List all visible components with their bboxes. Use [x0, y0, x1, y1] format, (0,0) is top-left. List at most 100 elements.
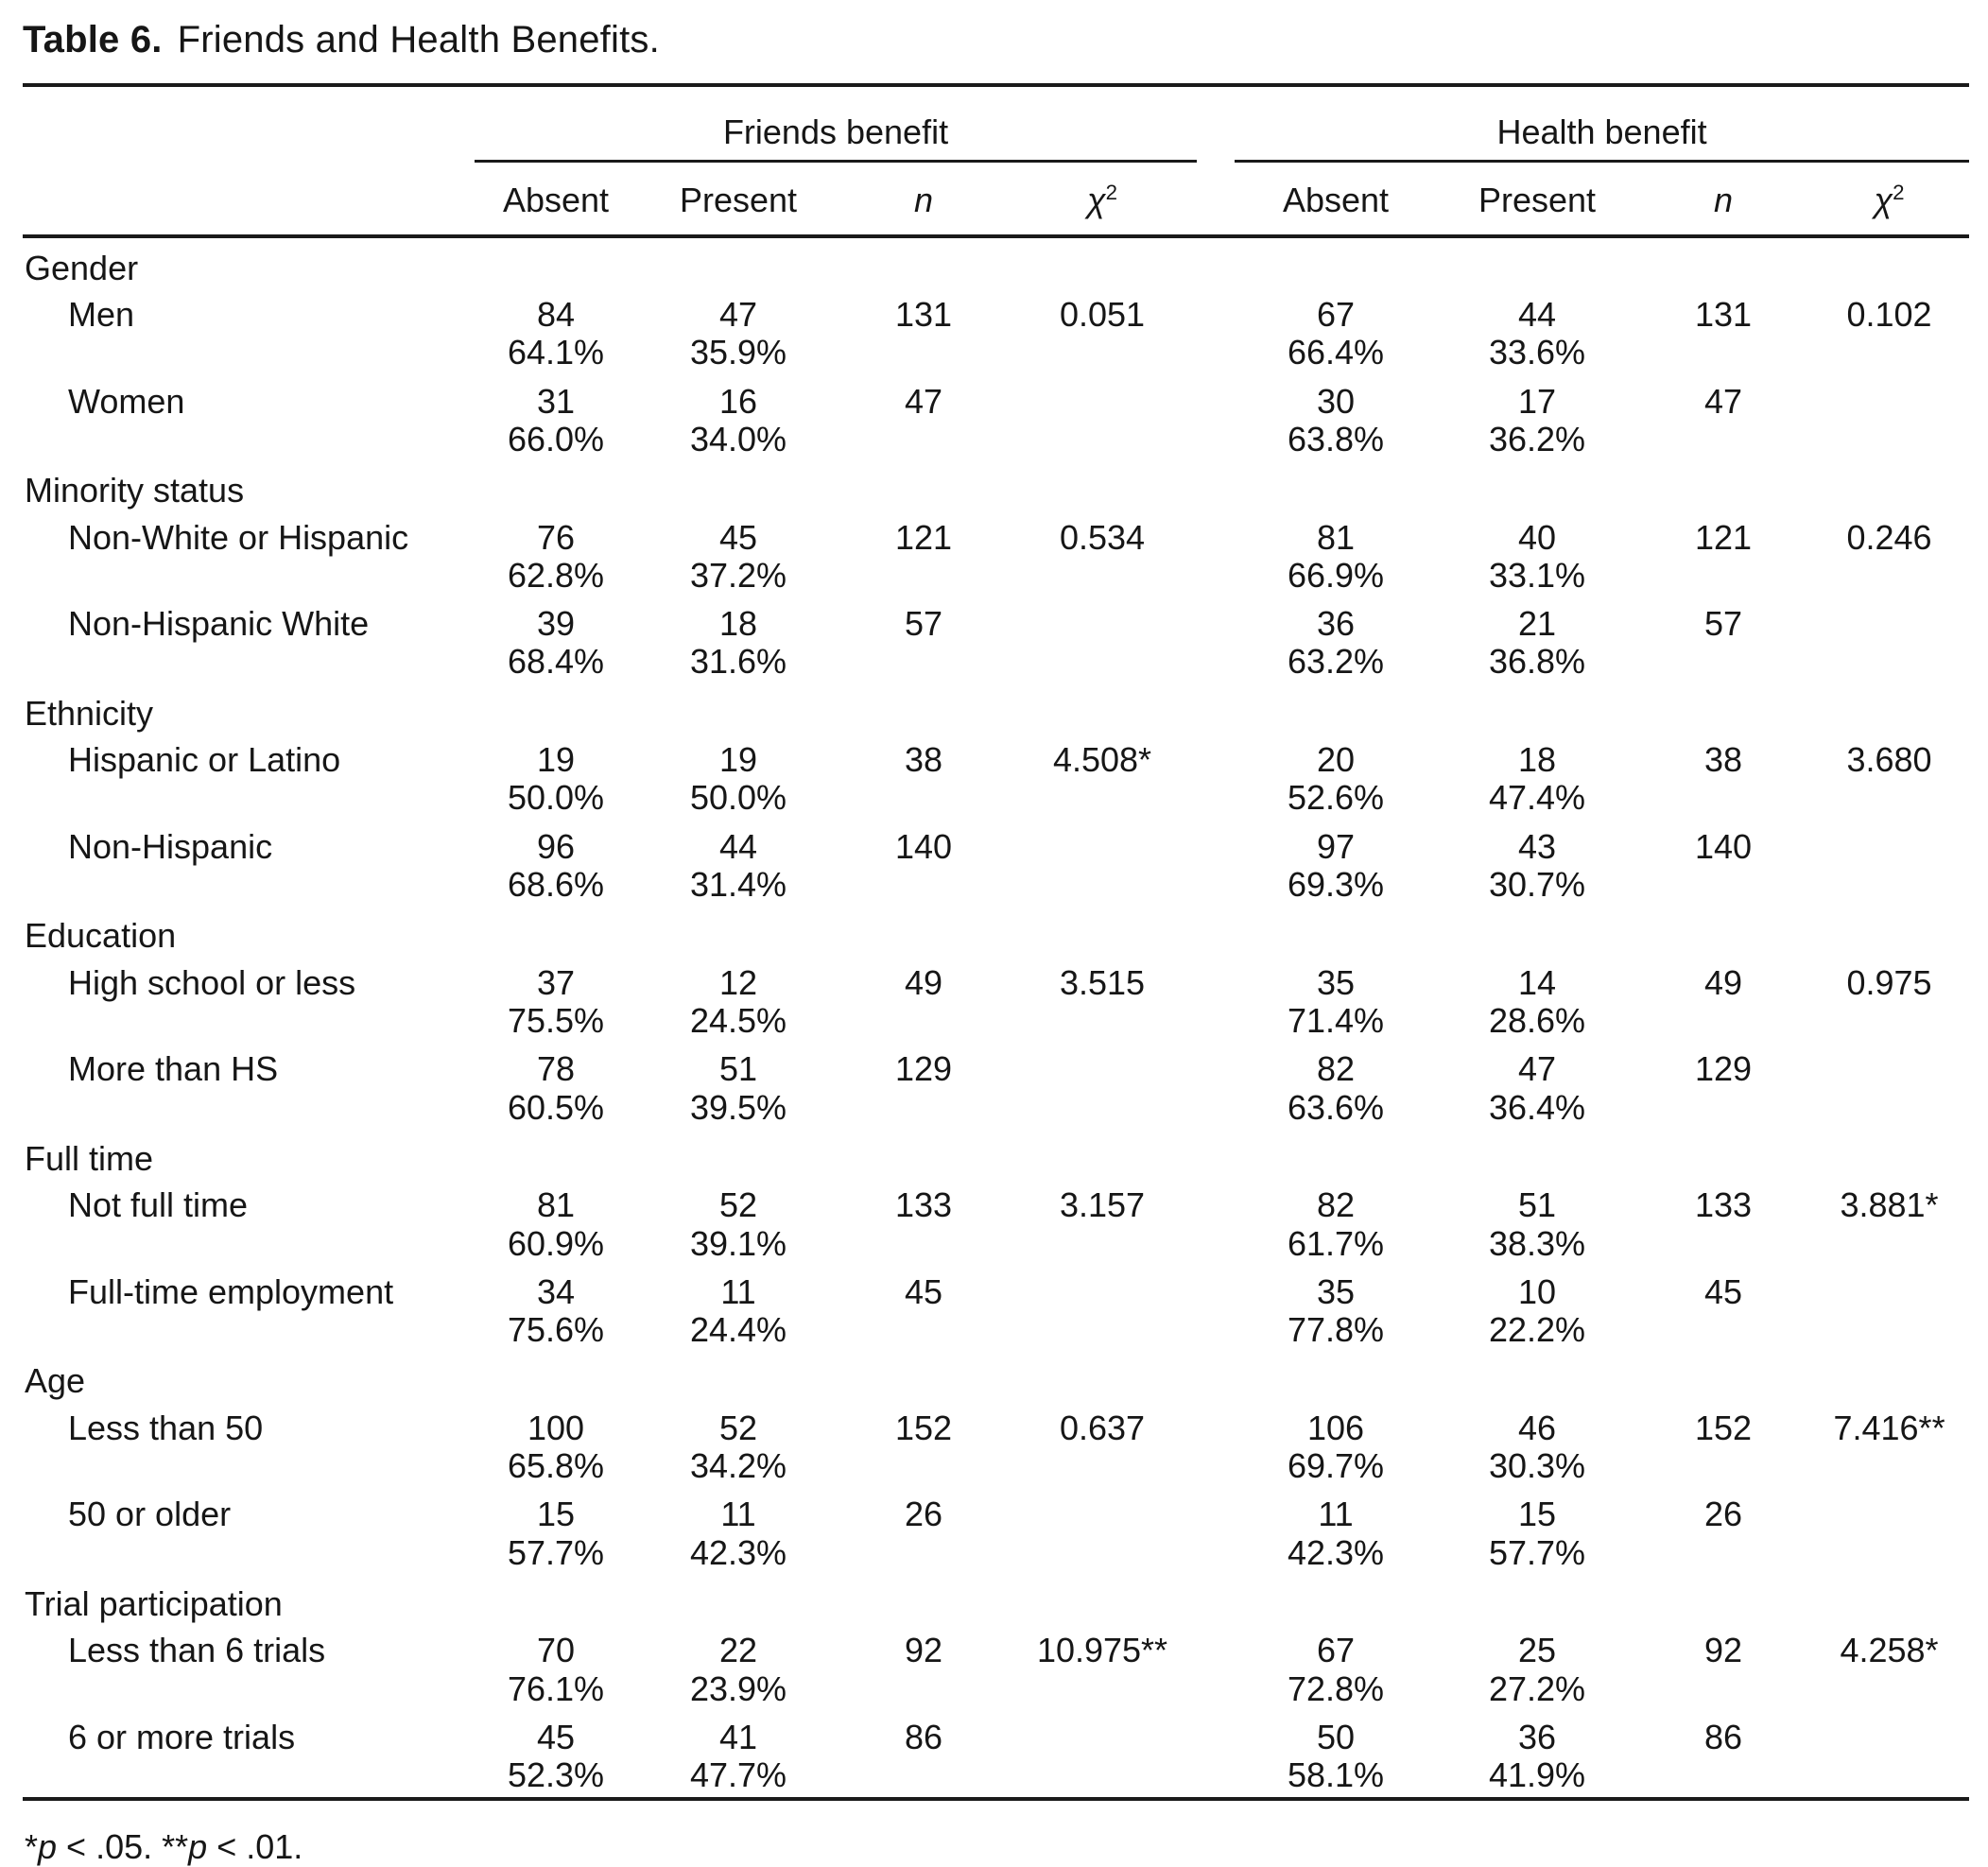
health-chi-empty — [1809, 1311, 1969, 1351]
friends-present-percent: 42.3% — [689, 1532, 787, 1572]
health-chi-empty — [1809, 557, 1969, 596]
spacer — [1197, 643, 1235, 683]
friends-chi-empty — [1008, 1225, 1197, 1265]
friends-absent-percent: 75.6% — [507, 1310, 605, 1350]
row-label: Less than 6 trials — [68, 1631, 326, 1670]
health-chi-empty — [1809, 779, 1969, 819]
health-present-percent: 36.2% — [1488, 419, 1586, 458]
friends-chi-empty — [1008, 421, 1197, 460]
footnote-rest1: < .05. — [57, 1826, 163, 1866]
health-chi-square-value: 0.246 — [1846, 517, 1932, 557]
health-present-percent: 33.1% — [1488, 555, 1586, 595]
spacer — [1197, 1002, 1235, 1042]
data-row: Women 31 16 47 30 17 47 — [23, 374, 1969, 421]
health-absent-percent: 61.7% — [1287, 1223, 1385, 1263]
category-label: Ethnicity — [25, 693, 154, 733]
friends-chi-empty — [1008, 866, 1197, 906]
health-absent-percent: 58.1% — [1287, 1755, 1385, 1795]
friends-chi-square-value: 0.051 — [1059, 294, 1146, 334]
spacer — [1197, 733, 1235, 779]
spacer — [1197, 510, 1235, 557]
category-label: Gender — [25, 248, 139, 287]
health-chi-empty — [1809, 334, 1969, 373]
friends-chi-square-header: χ2 — [1008, 161, 1198, 238]
friends-absent-percent: 75.5% — [507, 1000, 605, 1040]
health-absent-count: 97 — [1316, 826, 1356, 866]
friends-absent-count: 100 — [527, 1408, 585, 1447]
health-absent-percent: 42.3% — [1287, 1532, 1385, 1572]
friends-n-empty — [839, 779, 1008, 819]
friends-chi-empty — [1008, 1670, 1197, 1710]
health-present-count: 17 — [1517, 381, 1557, 421]
health-absent-count: 81 — [1316, 517, 1356, 557]
spacer — [1197, 596, 1235, 643]
percent-row: 52.3% 47.7% 58.1% 41.9% — [23, 1755, 1969, 1798]
health-present-percent: 27.2% — [1488, 1668, 1586, 1708]
spacer — [1197, 1089, 1235, 1129]
friends-absent-count: 39 — [536, 604, 576, 644]
friends-n-empty — [839, 334, 1008, 373]
health-chi-square-value — [1809, 596, 1969, 643]
row-label: Non-White or Hispanic — [68, 517, 409, 557]
health-present-count: 15 — [1517, 1495, 1557, 1534]
row-label-empty — [23, 557, 475, 596]
health-n-empty — [1637, 421, 1809, 460]
friends-present-count: 18 — [718, 604, 758, 644]
friends-n-value: 92 — [904, 1631, 943, 1670]
category-label: Age — [25, 1361, 86, 1401]
friends-n-value: 38 — [904, 740, 943, 780]
friends-absent-count: 15 — [536, 1495, 576, 1534]
health-absent-count: 11 — [1318, 1495, 1354, 1534]
footnote-p2: p — [188, 1826, 208, 1866]
friends-absent-count: 96 — [536, 826, 576, 866]
percent-row: 68.6% 31.4% 69.3% 30.7% — [23, 865, 1969, 906]
health-benefit-group-header: Health benefit — [1235, 85, 1970, 164]
health-absent-header: Absent — [1235, 161, 1438, 238]
row-label: 50 or older — [68, 1495, 232, 1534]
spacer — [1197, 1401, 1235, 1447]
friends-chi-square-value: 10.975** — [1036, 1631, 1168, 1670]
health-present-count: 25 — [1517, 1631, 1557, 1670]
health-present-percent: 30.3% — [1488, 1446, 1586, 1486]
category-label: Education — [25, 916, 177, 956]
health-n-value: 49 — [1703, 962, 1743, 1002]
health-chi-square-value: 3.680 — [1846, 740, 1932, 780]
health-n-empty — [1637, 1311, 1809, 1351]
row-label: Not full time — [68, 1185, 249, 1225]
category-label: Minority status — [25, 471, 245, 510]
health-n-empty — [1637, 1670, 1809, 1710]
health-n-empty — [1637, 779, 1809, 819]
health-absent-percent: 69.3% — [1287, 865, 1385, 904]
health-absent-count: 106 — [1306, 1408, 1365, 1447]
friends-chi-empty — [1008, 1534, 1197, 1574]
health-chi-empty — [1809, 866, 1969, 906]
health-absent-percent: 63.8% — [1287, 419, 1385, 458]
health-absent-percent: 63.6% — [1287, 1087, 1385, 1127]
friends-chi-square-value — [1008, 820, 1197, 866]
spacer — [1197, 866, 1235, 906]
friends-n-empty — [839, 557, 1008, 596]
health-absent-count: 20 — [1316, 740, 1356, 780]
table-number: Table 6. — [23, 19, 163, 61]
row-label-empty — [23, 1089, 475, 1129]
friends-chi-empty — [1008, 1311, 1197, 1351]
percent-row: 62.8% 37.2% 66.9% 33.1% — [23, 555, 1969, 596]
friends-n-value: 121 — [894, 517, 953, 557]
health-absent-percent: 71.4% — [1287, 1000, 1385, 1040]
footnote-p1: p — [38, 1826, 58, 1866]
friends-chi-empty — [1008, 1002, 1197, 1042]
health-present-percent: 36.8% — [1488, 642, 1586, 682]
friends-chi-empty — [1008, 1756, 1197, 1798]
health-n-value: 57 — [1703, 604, 1743, 644]
data-row: Not full time 81 52 133 3.157 82 51 133 3.881* — [23, 1178, 1969, 1224]
health-n-value: 140 — [1694, 826, 1753, 866]
health-absent-percent: 63.2% — [1287, 642, 1385, 682]
friends-absent-header: Absent — [475, 161, 637, 238]
friends-n-value: 86 — [904, 1717, 943, 1756]
friends-present-percent: 31.4% — [689, 865, 787, 904]
friends-present-header: Present — [637, 161, 839, 238]
health-absent-count: 82 — [1316, 1049, 1356, 1089]
health-absent-percent: 66.9% — [1287, 555, 1385, 595]
health-n-value: 152 — [1694, 1408, 1753, 1447]
health-chi-square-value — [1809, 1487, 1969, 1533]
